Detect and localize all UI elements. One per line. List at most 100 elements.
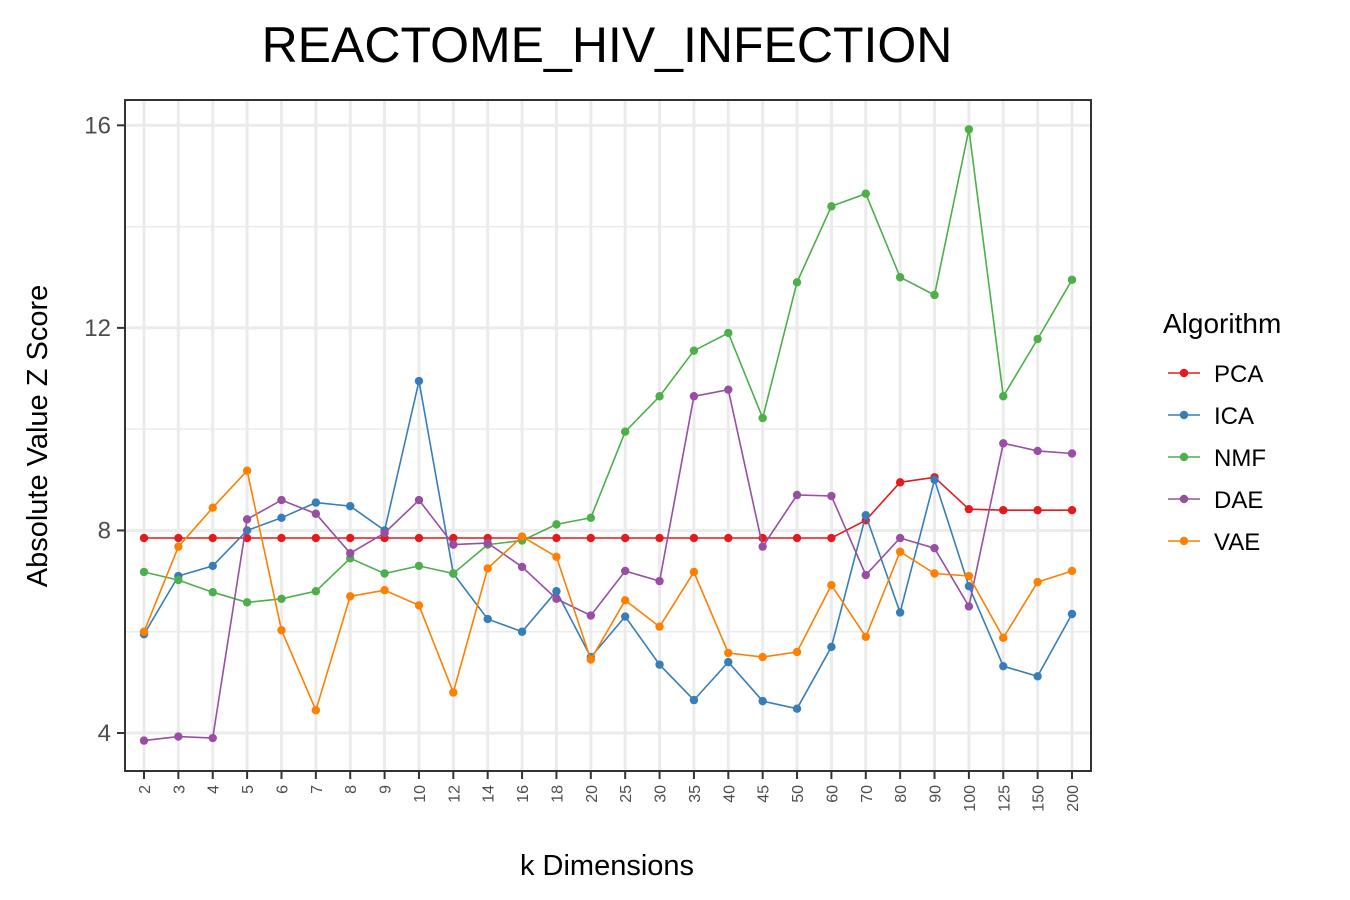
data-point-dae <box>758 542 767 551</box>
data-point-vae <box>620 596 630 605</box>
legend: Algorithm PCA ICA NMF DAE VAE <box>1163 308 1281 556</box>
x-tick-label: 35 <box>687 785 704 803</box>
series-line-vae <box>143 469 1073 713</box>
data-point-pca <box>827 533 836 543</box>
data-point-pca <box>414 533 424 543</box>
data-point-ica <box>999 661 1008 671</box>
data-point-vae <box>552 552 561 561</box>
series-dae <box>139 385 1077 745</box>
data-point-vae <box>414 601 424 610</box>
data-point-nmf <box>930 290 939 300</box>
data-point-ica <box>483 614 492 624</box>
data-point-dae <box>1033 446 1042 456</box>
data-point-nmf <box>689 346 699 355</box>
legend-key-point <box>1179 410 1189 420</box>
data-point-nmf <box>1067 275 1077 284</box>
series-line-dae <box>143 388 1073 742</box>
legend-item-pca: PCA <box>1168 361 1263 388</box>
data-point-ica <box>827 642 836 652</box>
data-point-ica <box>689 695 699 705</box>
x-tick-label: 20 <box>584 785 601 803</box>
data-point-dae <box>414 495 424 505</box>
legend-item-dae: DAE <box>1168 487 1263 514</box>
data-point-pca <box>1067 505 1077 515</box>
data-point-nmf <box>620 427 630 436</box>
data-point-vae <box>483 564 492 573</box>
data-point-ica <box>552 587 561 596</box>
x-tick-label: 8 <box>343 785 360 794</box>
data-point-vae <box>999 633 1008 643</box>
data-point-nmf <box>311 587 321 596</box>
x-axis: 2 3 4 5 6 7 8 9 10 12 14 16 18 20 25 30 35 40 45 50 60 70 80 90… <box>137 771 1082 812</box>
data-point-vae <box>586 655 596 664</box>
data-point-vae <box>827 580 836 590</box>
legend-title: Algorithm <box>1163 308 1281 339</box>
y-axis-title: Absolute Value Z Score <box>22 285 54 588</box>
series-vae <box>139 466 1077 715</box>
series-line-nmf <box>143 129 1073 604</box>
data-point-pca <box>139 533 149 543</box>
data-point-nmf <box>449 569 458 578</box>
data-point-ica <box>1033 672 1042 681</box>
data-point-dae <box>380 528 389 538</box>
x-tick-label: 25 <box>618 785 635 803</box>
data-point-dae <box>277 495 286 505</box>
x-tick-label: 200 <box>1065 785 1082 812</box>
data-point-dae <box>1067 449 1077 458</box>
legend-key-point <box>1179 368 1189 378</box>
data-point-nmf <box>1033 334 1042 344</box>
legend-item-nmf: NMF <box>1168 445 1266 472</box>
data-point-vae <box>1033 577 1042 587</box>
data-point-dae <box>139 736 149 745</box>
data-point-vae <box>1067 566 1077 576</box>
data-point-ica <box>861 511 870 520</box>
legend-label: ICA <box>1214 403 1254 430</box>
data-point-ica <box>620 612 630 621</box>
x-tick-label: 80 <box>893 785 910 803</box>
legend-item-vae: VAE <box>1168 529 1260 556</box>
series-line-pca <box>144 476 1072 539</box>
data-point-dae <box>311 509 321 518</box>
data-point-dae <box>724 385 733 394</box>
data-point-ica <box>414 376 424 386</box>
x-tick-label: 150 <box>1031 785 1048 812</box>
x-tick-label: 30 <box>653 785 670 803</box>
data-point-dae <box>483 538 492 548</box>
x-tick-label: 16 <box>515 785 532 803</box>
data-point-nmf <box>655 392 664 401</box>
data-point-vae <box>792 647 802 657</box>
legend-label: PCA <box>1214 361 1263 388</box>
data-point-ica <box>964 581 974 591</box>
data-point-vae <box>311 706 321 715</box>
data-point-dae <box>964 602 974 611</box>
data-point-nmf <box>208 588 217 597</box>
data-point-pca <box>689 533 699 543</box>
legend-key-point <box>1179 494 1189 504</box>
data-point-pca <box>586 533 596 543</box>
data-point-vae <box>689 567 699 577</box>
x-tick-label: 90 <box>928 785 945 803</box>
data-point-vae <box>174 542 183 551</box>
y-tick-label: 16 <box>84 112 111 139</box>
data-point-ica <box>277 513 286 522</box>
legend-label: DAE <box>1214 487 1263 514</box>
x-tick-label: 6 <box>274 785 291 794</box>
x-tick-label: 14 <box>481 785 498 803</box>
data-point-pca <box>277 533 286 543</box>
data-point-nmf <box>861 189 870 198</box>
data-point-ica <box>655 660 664 669</box>
y-axis: 4 8 12 16 <box>84 112 125 747</box>
y-tick-label: 8 <box>98 517 111 544</box>
data-point-pca <box>311 533 321 543</box>
y-tick-label: 12 <box>84 315 111 342</box>
series-layer <box>139 125 1077 745</box>
data-point-dae <box>792 490 802 500</box>
data-point-dae <box>861 570 870 580</box>
legend-item-ica: ICA <box>1168 403 1254 430</box>
series-line-ica <box>143 380 1073 710</box>
series-ica <box>139 376 1077 713</box>
data-point-vae <box>517 532 527 541</box>
x-tick-label: 4 <box>206 785 223 794</box>
legend-key-point <box>1179 452 1189 462</box>
